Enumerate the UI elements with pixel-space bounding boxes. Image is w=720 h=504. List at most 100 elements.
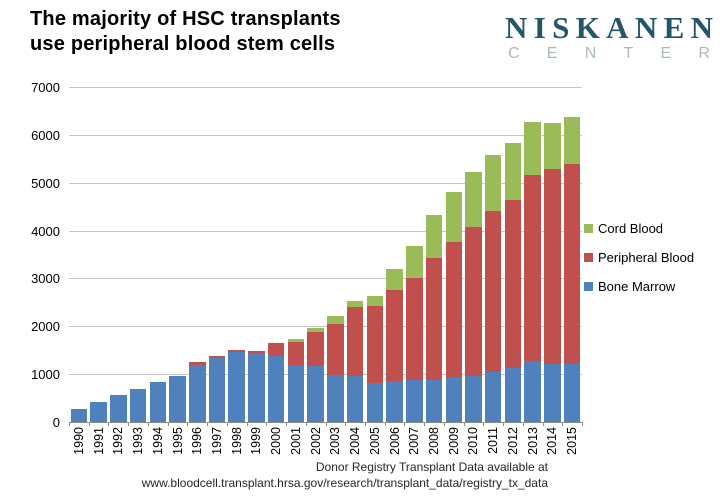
x-tick-label-2010: 2010: [466, 427, 481, 455]
x-tick-label-2015: 2015: [565, 427, 580, 455]
bar-2006: [386, 269, 403, 422]
bar-2014-cord-blood: [544, 122, 561, 170]
bar-2013: [524, 121, 541, 422]
bar-2014-bone-marrow: [544, 364, 561, 422]
x-tick-13: [325, 422, 327, 426]
bar-1990: [70, 409, 88, 422]
x-tick-label-1994: 1994: [150, 427, 165, 455]
bar-2013-peripheral-blood: [524, 174, 541, 361]
bar-2003: [327, 315, 344, 422]
bar-2008: [425, 214, 443, 422]
legend-label-peripheral-blood: Peripheral Blood: [598, 249, 695, 265]
bar-2004-cord-blood: [346, 300, 364, 307]
x-tick-label-1998: 1998: [229, 427, 244, 455]
bar-2005: [366, 295, 384, 422]
bar-1999: [248, 350, 265, 422]
logo-subtitle-letter-0: C: [508, 45, 520, 62]
x-tick-label-1995: 1995: [170, 427, 185, 455]
bar-1995: [169, 376, 186, 422]
bar-2015-bone-marrow: [563, 364, 581, 422]
page-title: The majority of HSC transplants use peri…: [30, 7, 341, 57]
gridline-5000: [69, 182, 582, 184]
x-tick-22: [503, 422, 505, 426]
legend-label-bone-marrow: Bone Marrow: [598, 278, 676, 294]
bar-2010: [465, 172, 482, 422]
x-tick-4: [147, 422, 149, 426]
x-tick-12: [305, 422, 307, 426]
bar-2000: [267, 342, 285, 422]
bar-2011-bone-marrow: [484, 372, 502, 422]
y-tick-label-0: 0: [52, 415, 60, 430]
bar-2006-cord-blood: [386, 269, 403, 290]
logo-subtitle-letter-5: R: [698, 45, 710, 62]
x-tick-0: [69, 422, 70, 426]
logo-wordmark-letter-3: K: [575, 10, 600, 45]
x-tick-label-2001: 2001: [288, 427, 303, 455]
gridline-4000: [69, 230, 582, 232]
bar-2012-peripheral-blood: [504, 200, 522, 368]
bar-2004: [346, 300, 364, 422]
bar-2007: [406, 245, 423, 422]
bar-2007-cord-blood: [406, 245, 423, 279]
x-tick-21: [483, 422, 485, 426]
logo-subtitle-letter-4: E: [660, 45, 672, 62]
bar-2010-bone-marrow: [465, 376, 482, 422]
plot-area: [69, 87, 583, 426]
y-tick-label-2000: 2000: [31, 319, 60, 335]
logo-subtitle-letter-1: E: [546, 45, 558, 62]
bar-1999-peripheral-blood: [248, 350, 265, 353]
x-tick-label-2009: 2009: [446, 427, 461, 455]
x-tick-label-2014: 2014: [545, 427, 560, 455]
bar-2013-bone-marrow: [524, 360, 541, 422]
bar-2015: [563, 117, 581, 422]
x-tick-8: [226, 422, 228, 426]
y-tick-label-5000: 5000: [31, 175, 60, 191]
y-tick-label-3000: 3000: [31, 271, 60, 287]
bar-2004-bone-marrow: [346, 375, 364, 422]
bar-1998: [228, 350, 245, 422]
legend-swatch-cord-blood: [584, 223, 593, 233]
bar-2007-peripheral-blood: [406, 278, 423, 380]
legend-label-cord-blood: Cord Blood: [598, 220, 664, 236]
x-tick-18: [424, 422, 426, 426]
bar-2009-cord-blood: [445, 192, 462, 243]
logo-subtitle-letter-3: T: [623, 45, 634, 62]
bar-2009: [445, 192, 462, 422]
x-tick-5: [167, 422, 169, 426]
x-tick-label-1992: 1992: [111, 427, 126, 455]
x-tick-label-2013: 2013: [525, 427, 540, 455]
x-tick-label-2012: 2012: [505, 427, 520, 455]
y-tick-label-7000: 7000: [31, 80, 60, 95]
x-tick-label-2003: 2003: [328, 427, 343, 455]
x-tick-label-1997: 1997: [209, 427, 224, 455]
bar-2001: [287, 338, 305, 422]
x-tick-10: [266, 422, 268, 426]
x-tick-23: [522, 422, 524, 426]
bar-2014: [544, 122, 561, 422]
bar-2011: [484, 154, 502, 422]
bar-1994: [149, 382, 167, 422]
bar-2002-cord-blood: [307, 328, 324, 332]
bar-1993: [129, 389, 147, 422]
logo-subtitle-letter-2: N: [584, 45, 597, 62]
logo-wordmark-letter-2: S: [552, 10, 570, 45]
bar-2015-peripheral-blood: [563, 164, 581, 365]
x-tick-11: [286, 422, 288, 426]
bar-1990-bone-marrow: [70, 409, 88, 422]
x-tick-26: [582, 422, 583, 426]
logo-wordmark-letter-1: I: [533, 10, 546, 45]
bar-1999-bone-marrow: [248, 352, 265, 422]
bar-2003-bone-marrow: [327, 374, 344, 422]
bar-2013-cord-blood: [524, 121, 541, 175]
logo-wordmark-letter-7: N: [690, 10, 713, 45]
source-caption-line2: www.bloodcell.transplant.hrsa.gov/resear…: [141, 476, 548, 490]
bar-2003-cord-blood: [327, 315, 344, 324]
bar-1995-bone-marrow: [169, 376, 186, 422]
bar-2002: [307, 328, 324, 422]
x-tick-7: [207, 422, 209, 426]
bar-2002-bone-marrow: [307, 365, 324, 422]
x-tick-1: [88, 422, 90, 426]
